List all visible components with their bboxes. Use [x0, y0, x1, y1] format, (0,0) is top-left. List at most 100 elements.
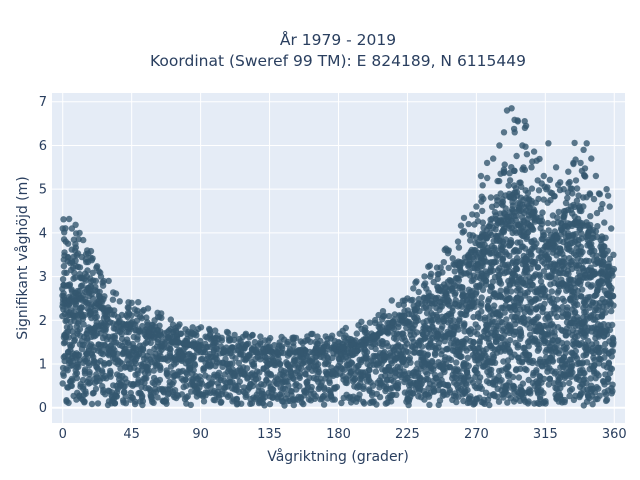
y-tick-label: 3: [39, 270, 47, 285]
data-point: [497, 287, 504, 294]
data-point: [60, 290, 67, 297]
data-point: [572, 230, 579, 238]
data-point: [480, 224, 487, 231]
data-point: [473, 211, 480, 219]
data-point: [163, 367, 170, 374]
data-point: [561, 396, 568, 404]
data-point: [456, 317, 463, 324]
data-point: [422, 334, 429, 341]
data-point: [439, 323, 446, 330]
data-point: [164, 329, 171, 336]
data-point: [202, 340, 209, 348]
data-point: [572, 347, 579, 355]
data-point: [488, 284, 496, 291]
data-point: [111, 334, 119, 342]
data-point: [595, 190, 603, 197]
data-point: [63, 269, 70, 277]
data-point: [257, 340, 264, 348]
data-point: [252, 346, 259, 354]
data-point: [372, 316, 379, 324]
data-point: [362, 336, 369, 343]
data-point: [338, 399, 345, 407]
data-point: [414, 317, 422, 324]
data-point: [341, 366, 348, 373]
data-point: [554, 296, 561, 303]
data-point: [581, 369, 588, 377]
data-point: [545, 140, 552, 147]
data-point: [587, 213, 594, 220]
data-point: [545, 255, 553, 262]
data-point: [60, 216, 67, 223]
data-point: [296, 383, 303, 390]
data-point: [565, 270, 572, 278]
data-point: [585, 257, 593, 265]
data-point: [167, 346, 174, 353]
data-point: [212, 334, 220, 341]
data-point: [131, 306, 138, 313]
data-point: [508, 288, 515, 295]
data-point: [406, 310, 413, 318]
data-point: [89, 269, 97, 276]
data-point: [605, 375, 612, 382]
data-point: [72, 241, 79, 248]
chart-title: År 1979 - 2019: [280, 30, 396, 49]
x-tick-label: 315: [533, 427, 558, 442]
data-point: [494, 393, 501, 400]
data-point: [568, 265, 576, 273]
data-point: [497, 190, 504, 197]
data-point: [426, 262, 433, 269]
data-point: [610, 302, 617, 309]
data-point: [465, 220, 472, 228]
data-point: [286, 348, 293, 355]
data-point: [276, 361, 284, 368]
data-point: [445, 264, 452, 272]
data-point: [438, 283, 445, 291]
data-point: [583, 379, 590, 387]
data-point: [517, 286, 524, 294]
data-point: [106, 359, 113, 366]
data-point: [504, 362, 512, 369]
data-point: [483, 277, 490, 285]
data-point: [560, 381, 567, 388]
data-point: [506, 294, 513, 302]
data-point: [511, 272, 518, 279]
data-point: [500, 168, 508, 175]
data-point: [455, 277, 463, 284]
data-point: [441, 337, 448, 345]
data-point: [87, 278, 95, 285]
data-point: [577, 391, 584, 398]
data-point: [167, 316, 174, 323]
data-point: [59, 380, 66, 387]
data-point: [326, 379, 333, 386]
data-point: [523, 366, 530, 374]
data-point: [583, 140, 590, 147]
data-point: [572, 156, 579, 163]
data-point: [555, 181, 562, 188]
data-point: [178, 391, 186, 398]
data-point: [610, 339, 617, 346]
data-point: [312, 344, 320, 351]
data-point: [562, 349, 569, 356]
data-point: [189, 330, 197, 337]
data-point: [423, 297, 430, 304]
data-point: [514, 342, 522, 349]
data-point: [389, 318, 396, 326]
data-point: [235, 359, 243, 367]
data-point: [116, 298, 123, 305]
data-point: [571, 139, 578, 147]
data-point: [572, 177, 580, 184]
data-point: [411, 306, 418, 313]
data-point: [312, 338, 319, 346]
data-point: [471, 303, 478, 310]
data-point: [139, 322, 146, 330]
data-point: [76, 326, 84, 333]
data-point: [460, 214, 468, 222]
data-point: [208, 380, 215, 387]
data-point: [433, 311, 440, 318]
data-point: [68, 382, 76, 390]
data-point: [548, 288, 555, 295]
data-point: [290, 401, 297, 409]
data-point: [79, 282, 86, 289]
data-point: [418, 343, 426, 350]
data-point: [593, 288, 601, 295]
